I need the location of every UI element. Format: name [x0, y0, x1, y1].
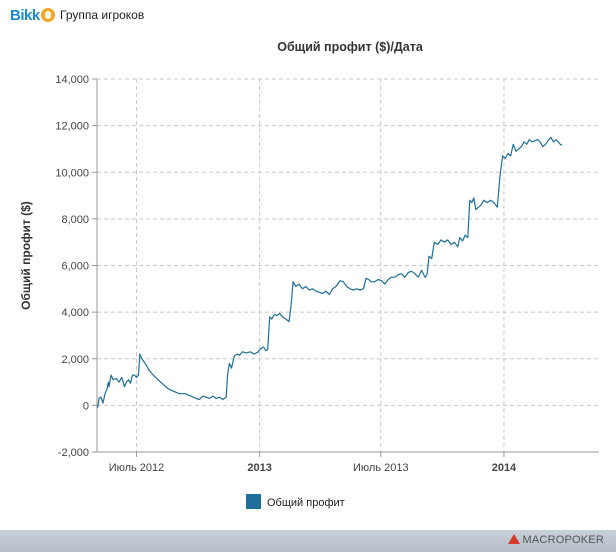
y-tick-label: 0 [83, 400, 89, 412]
y-tick-label: 2,000 [61, 354, 89, 366]
site-logo[interactable]: Bikk [10, 5, 55, 27]
y-tick-label: 10,000 [55, 167, 89, 179]
x-tick-label: Июль 2013 [353, 462, 409, 474]
y-axis-ticks: -2,000 0 2,000 4,000 6,000 8,000 10,000 12,000 1… [55, 74, 97, 459]
legend-label: Общий профит [267, 497, 345, 509]
logo-badge-icon [40, 8, 55, 22]
x-tick-label: 2013 [247, 462, 271, 474]
chart-legend[interactable]: Общий профит [246, 494, 345, 512]
brand-logo-icon [507, 534, 520, 544]
x-tick-label: Июль 2012 [109, 462, 165, 474]
chart-title: Общий профит ($)/Дата [277, 40, 423, 54]
x-axis-ticks: Июль 2012 2013 Июль 2013 2014 [109, 452, 517, 474]
series-line-0[interactable] [97, 136, 563, 408]
y-tick-label: 4,000 [61, 307, 89, 319]
chart-grid [97, 78, 599, 453]
y-tick-label: 6,000 [61, 261, 89, 273]
page-header: Bikk Группа игроков [0, 0, 616, 32]
x-tick-label: 2014 [492, 462, 517, 474]
logo-text: Bikk [10, 7, 40, 24]
y-tick-label: 12,000 [55, 121, 89, 133]
chart-axes [96, 79, 599, 453]
footer-brand[interactable]: MACROPOKER [507, 534, 604, 546]
page-footer: MACROPOKER [0, 530, 616, 552]
legend-swatch [246, 494, 261, 509]
page-title: Группа игроков [60, 8, 145, 22]
y-tick-label: 8,000 [61, 214, 89, 226]
line-chart: -2,000 0 2,000 4,000 6,000 8,000 10,000 12,000 1… [19, 74, 599, 474]
chart-series [97, 136, 563, 408]
y-tick-label: -2,000 [58, 447, 89, 459]
y-axis-label: Общий профит ($) [19, 201, 33, 310]
footer-brand-label: MACROPOKER [522, 534, 604, 546]
y-tick-label: 14,000 [55, 74, 89, 86]
